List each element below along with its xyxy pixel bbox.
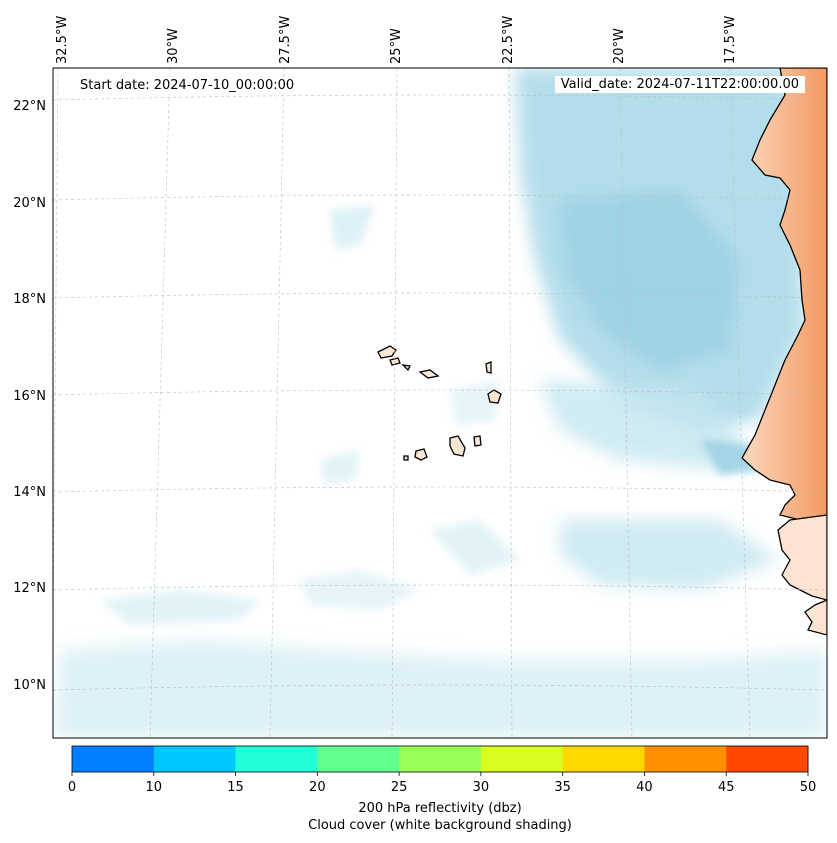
- colorbar-tick-label: 0: [68, 780, 76, 795]
- latitude-labels: 22°N 20°N 18°N 16°N 14°N 12°N 10°N: [13, 99, 46, 693]
- lat-label: 16°N: [13, 389, 46, 404]
- colorbar: 0 10 15 20 25 30 35 40 45 50: [68, 745, 817, 795]
- cape-verde-islands: [377, 345, 502, 461]
- colorbar-tick-label: 20: [309, 780, 326, 795]
- lon-label: 30°W: [166, 28, 181, 64]
- plot-border: [52, 67, 828, 739]
- lat-label: 20°N: [13, 196, 46, 211]
- colorbar-tick-label: 10: [146, 780, 163, 795]
- colorbar-swatch: [72, 746, 155, 772]
- african-coast-land: [741, 68, 827, 636]
- lon-label: 25°W: [389, 28, 404, 64]
- colorbar-swatch: [644, 746, 727, 772]
- valid-date-label: Valid_date: 2024-07-11T22:00:00.00: [554, 76, 805, 93]
- colorbar-tick-label: 30: [473, 780, 490, 795]
- lat-label: 12°N: [13, 581, 46, 596]
- colorbar-swatch: [317, 746, 400, 772]
- colorbar-swatch: [480, 746, 564, 772]
- cloud-cover-shading: [53, 68, 827, 738]
- colorbar-swatch: [399, 746, 482, 772]
- lat-label: 22°N: [13, 99, 46, 114]
- colorbar-tick-label: 35: [554, 780, 571, 795]
- lon-label: 32.5°W: [55, 16, 70, 64]
- colorbar-tick-label: 40: [636, 780, 653, 795]
- colorbar-swatch: [562, 746, 645, 772]
- start-date-label: Start date: 2024-07-10_00:00:00: [74, 77, 301, 94]
- colorbar-label-reflectivity: 200 hPa reflectivity (dbz): [358, 801, 522, 816]
- colorbar-tick-label: 15: [227, 780, 244, 795]
- colorbar-tick-label: 50: [800, 780, 817, 795]
- lon-label: 20°W: [612, 28, 627, 64]
- colorbar-label-cloud-cover: Cloud cover (white background shading): [308, 818, 572, 833]
- colorbar-tick-label: 45: [718, 780, 735, 795]
- colorbar-swatch: [726, 746, 809, 772]
- colorbar-border: [71, 745, 809, 773]
- lat-label: 14°N: [13, 485, 46, 500]
- graticule: [53, 68, 827, 738]
- colorbar-tick-label: 25: [391, 780, 408, 795]
- lat-label: 10°N: [13, 678, 46, 693]
- lon-label: 17.5°W: [723, 16, 738, 64]
- lon-label: 22.5°W: [501, 16, 516, 64]
- lon-label: 27.5°W: [278, 16, 293, 64]
- longitude-labels: 32.5°W 30°W 27.5°W 25°W 22.5°W 20°W 17.5…: [55, 16, 738, 64]
- colorbar-swatch: [153, 746, 237, 772]
- lat-label: 18°N: [13, 292, 46, 307]
- colorbar-swatch: [235, 746, 318, 772]
